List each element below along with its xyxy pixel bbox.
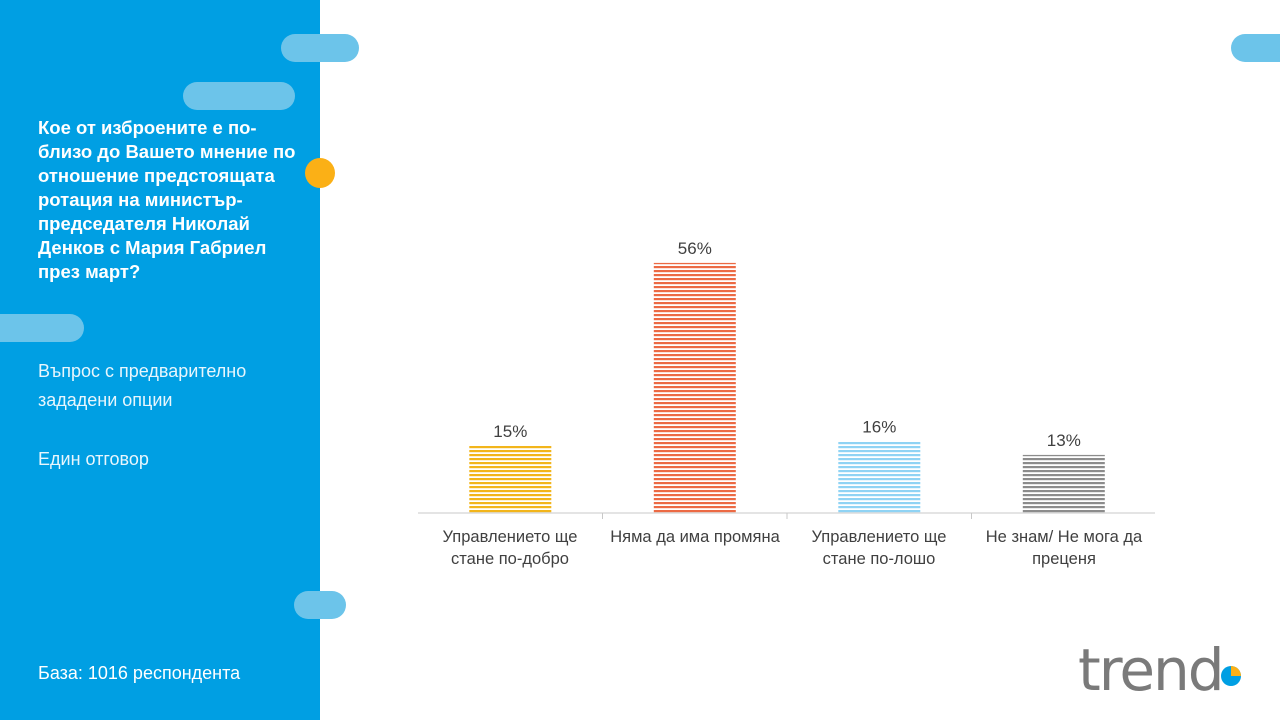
sidebar-panel [0, 0, 320, 720]
data-label: 13% [1047, 431, 1081, 450]
sample-base: База: 1016 респондента [38, 663, 241, 683]
trend-logo: trend [1078, 636, 1241, 700]
bar [469, 446, 552, 513]
decor-pill [1231, 34, 1280, 62]
data-label: 56% [678, 239, 712, 258]
category-label: Не знам/ Не мога да преценя [985, 528, 1143, 568]
bar-chart: 15% 56% 16% 13% [418, 239, 1155, 519]
category-label: Управлението ще стане по-добро [442, 528, 578, 568]
bar [653, 262, 736, 513]
decor-dot [305, 158, 335, 188]
decor-pill [0, 314, 84, 342]
survey-question: Кое от изброените е по- близо до Вашето … [38, 117, 296, 282]
data-label: 16% [862, 418, 896, 437]
decor-pill [294, 591, 346, 619]
decor-pill [183, 82, 295, 110]
decor-pill [281, 34, 359, 62]
bar [1022, 454, 1105, 513]
category-label: Управлението ще стане по-лошо [811, 528, 947, 568]
bar [838, 441, 921, 513]
svg-text:trend: trend [1078, 636, 1223, 700]
question-type-note: Въпрос с предварително зададени опции [38, 361, 247, 410]
category-label: Няма да има промяна [610, 528, 780, 546]
data-label: 15% [493, 422, 527, 441]
answer-type-note: Един отговор [38, 449, 149, 469]
